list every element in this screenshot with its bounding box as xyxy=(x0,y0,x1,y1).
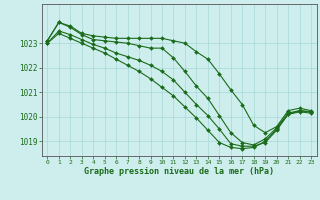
X-axis label: Graphe pression niveau de la mer (hPa): Graphe pression niveau de la mer (hPa) xyxy=(84,167,274,176)
